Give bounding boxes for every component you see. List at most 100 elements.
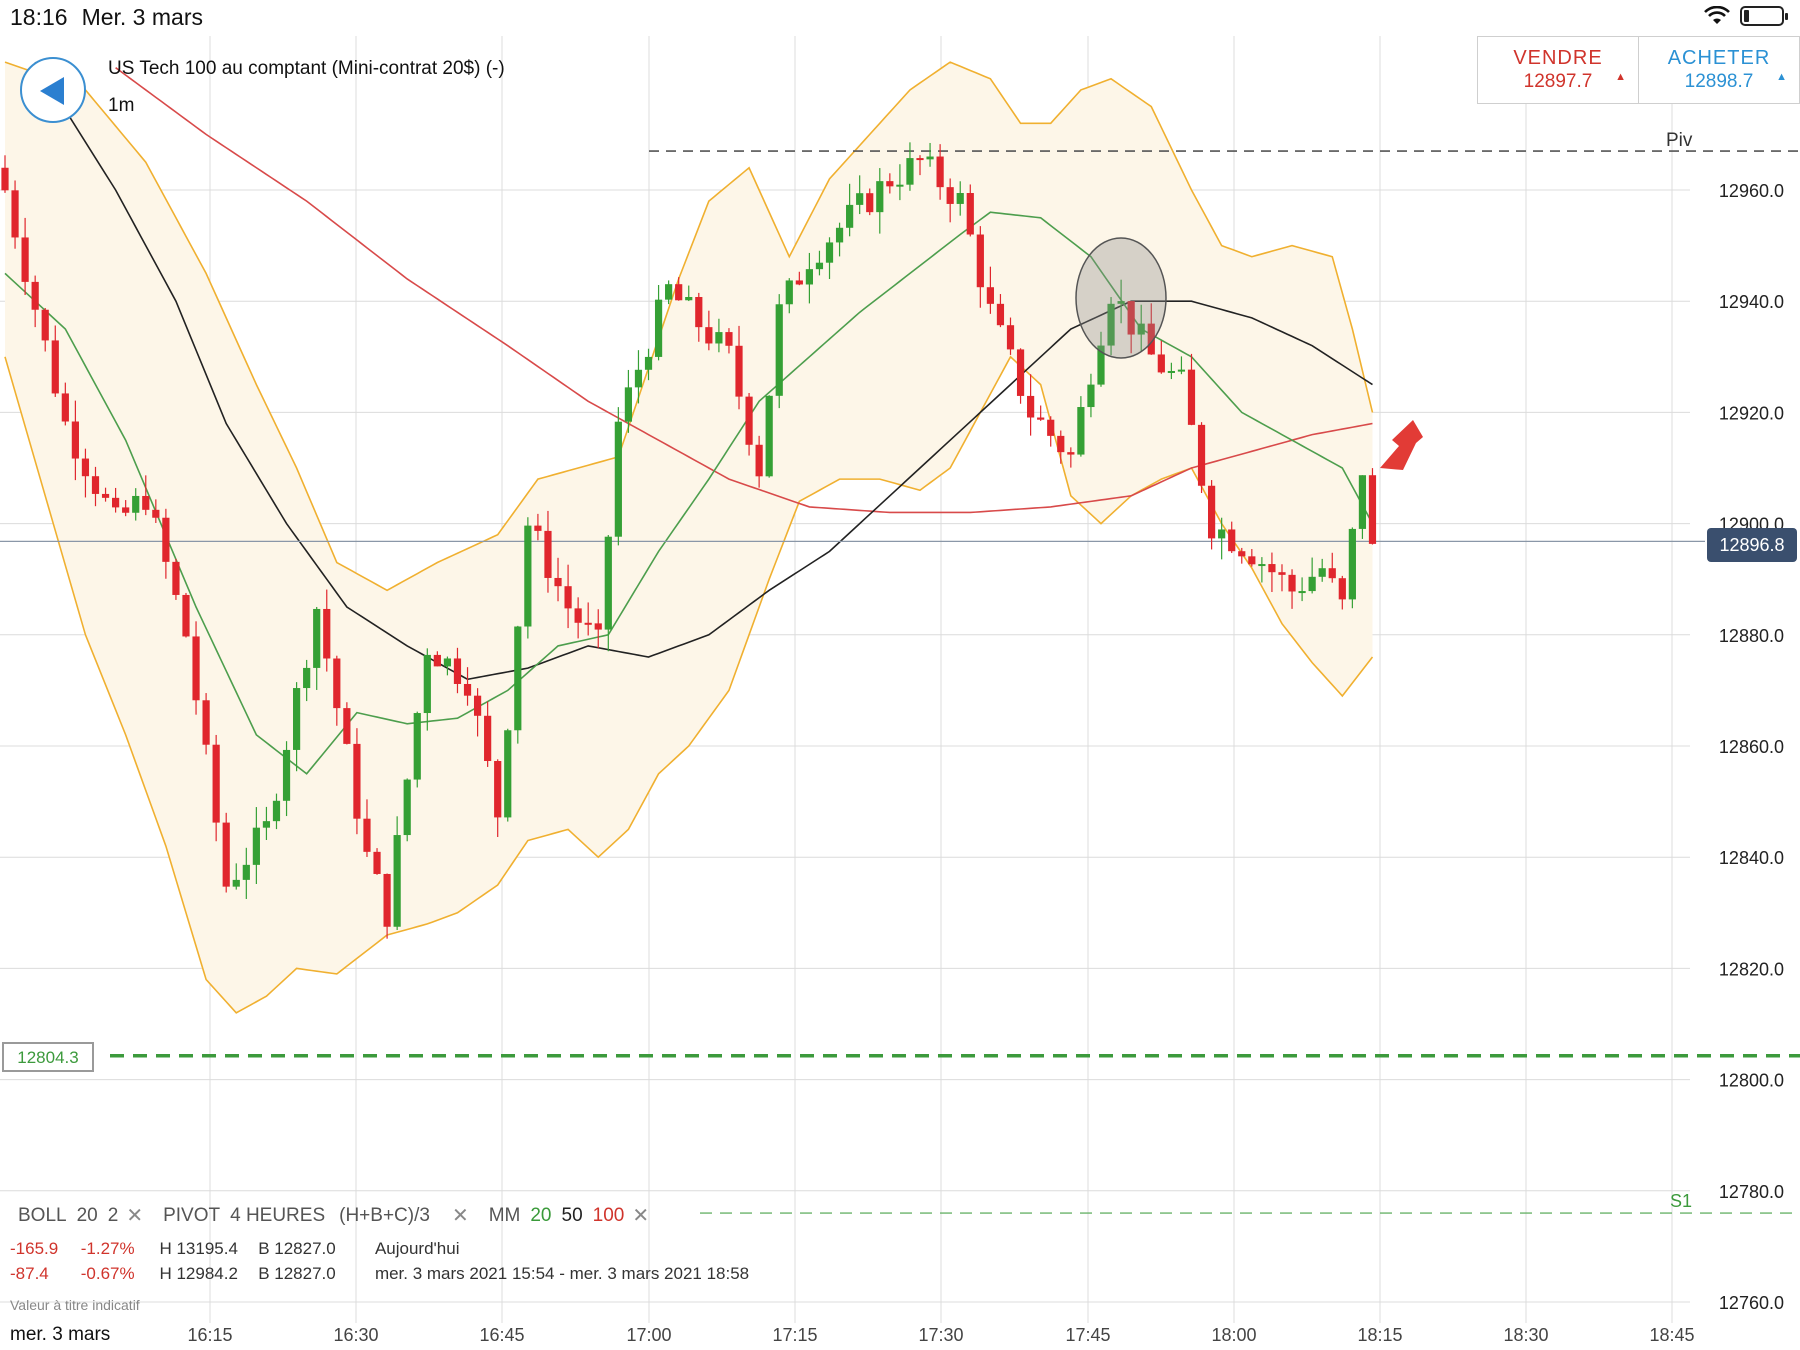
candle-body [584, 622, 592, 625]
candle-body [1328, 568, 1336, 579]
x-tick-label: 17:45 [1065, 1325, 1110, 1345]
candle-body [1047, 419, 1055, 436]
candle-body [634, 369, 643, 388]
candle-body [1348, 528, 1356, 600]
candle-body [11, 190, 19, 238]
candle-body [473, 695, 482, 716]
stats-high: H 13195.4 [159, 1239, 238, 1258]
ma100-line [115, 67, 1373, 514]
candle-body [846, 204, 854, 228]
candle-body [1288, 574, 1296, 592]
current-price-tag: 12896.8 [1707, 528, 1797, 562]
buy-button[interactable]: ACHETER 12898.7 ▲ [1638, 37, 1799, 103]
candle-body [594, 623, 602, 630]
candle-body [745, 396, 753, 445]
candle-body [152, 509, 160, 518]
candle-body [41, 309, 49, 341]
candle-body [906, 158, 914, 185]
candle-body [856, 193, 864, 205]
annotation-arrow-icon [1380, 420, 1423, 470]
candle-body [21, 237, 29, 282]
candle-body [1248, 556, 1256, 565]
mm-name[interactable]: MM [488, 1204, 521, 1226]
candle-body [1177, 369, 1186, 372]
candle-body [644, 356, 653, 370]
candle-body [1027, 395, 1035, 418]
candle-body [202, 700, 210, 745]
candle-body [1157, 354, 1165, 373]
candle-body [1167, 370, 1175, 373]
candle-body [524, 525, 532, 627]
y-tick-label: 12820.0 [1719, 959, 1784, 979]
mm-remove-icon[interactable]: ✕ [632, 1205, 650, 1227]
pivot-label: Piv [1666, 130, 1693, 151]
candle-body [695, 296, 703, 328]
x-tick-label: 18:45 [1649, 1325, 1694, 1345]
x-tick-label: 16:45 [479, 1325, 524, 1345]
candle-body [1228, 529, 1236, 552]
candle-body [272, 800, 281, 822]
pivot-period: 4 HEURES [230, 1204, 326, 1226]
candle-body [665, 284, 673, 300]
wifi-icon [1704, 6, 1730, 24]
candle-body [805, 269, 813, 285]
x-tick-label: 16:15 [187, 1325, 232, 1345]
y-tick-label: 12860.0 [1719, 737, 1784, 757]
status-icons [1704, 6, 1788, 26]
x-tick-label: 17:15 [772, 1325, 817, 1345]
bollinger-band-fill [5, 62, 1373, 1013]
candle-body [866, 193, 874, 213]
candle-body [282, 749, 291, 801]
candle-body [1077, 407, 1085, 455]
pivot-remove-icon[interactable]: ✕ [451, 1205, 469, 1227]
stats-pct: -0.67% [80, 1264, 135, 1283]
candle-body [162, 517, 170, 562]
candle-body [534, 525, 542, 531]
candle-body [1308, 576, 1316, 592]
x-tick-label: 18:30 [1503, 1325, 1548, 1345]
pivot-name[interactable]: PIVOT [163, 1204, 221, 1226]
candle-body [423, 654, 431, 714]
sell-button[interactable]: VENDRE 12897.7 ▲ [1478, 37, 1638, 103]
candle-body [1318, 568, 1326, 577]
candle-body [886, 181, 894, 187]
instrument-name: US Tech 100 au comptant (Mini-contrat 20… [108, 58, 505, 79]
stats-low: B 12827.0 [258, 1264, 336, 1283]
candle-body [564, 586, 572, 609]
back-button[interactable] [20, 57, 86, 123]
mm-20: 20 [530, 1204, 552, 1226]
candle-body [986, 287, 994, 304]
candle-body [976, 234, 984, 288]
candle-body [654, 299, 663, 357]
candle-body [1368, 475, 1377, 544]
candle-body [1268, 564, 1276, 573]
y-tick-label: 12840.0 [1719, 848, 1784, 868]
candle-body [373, 851, 381, 874]
boll-remove-icon[interactable]: ✕ [126, 1205, 144, 1227]
candle-body [715, 332, 723, 344]
support-price-tag[interactable]: 12804.3 [2, 1042, 94, 1072]
disclaimer: Valeur à titre indicatif [10, 1297, 140, 1313]
candle-body [554, 577, 562, 587]
battery-icon [1740, 6, 1788, 26]
timeframe-label[interactable]: 1m [108, 95, 135, 116]
stats-row-today: -165.9 -1.27% H 13195.4 B 12827.0 Aujour… [10, 1239, 459, 1259]
candle-body [494, 761, 502, 818]
boll-name[interactable]: BOLL [18, 1204, 67, 1226]
candle-body [101, 493, 110, 498]
y-tick-label: 12800.0 [1719, 1071, 1784, 1091]
candle-body [675, 284, 683, 301]
y-tick-label: 12920.0 [1719, 403, 1784, 423]
candle-body [1117, 301, 1125, 304]
stats-row-range: -87.4 -0.67% H 12984.2 B 12827.0 mer. 3 … [10, 1264, 749, 1284]
candle-body [765, 395, 773, 477]
candle-body [1127, 301, 1135, 335]
candle-body [1258, 564, 1266, 567]
candle-body [393, 835, 401, 927]
stats-pct: -1.27% [80, 1239, 135, 1258]
candle-body [363, 818, 371, 852]
candle-body [926, 156, 934, 160]
candle-body [1, 167, 9, 191]
mm-50: 50 [561, 1204, 583, 1226]
